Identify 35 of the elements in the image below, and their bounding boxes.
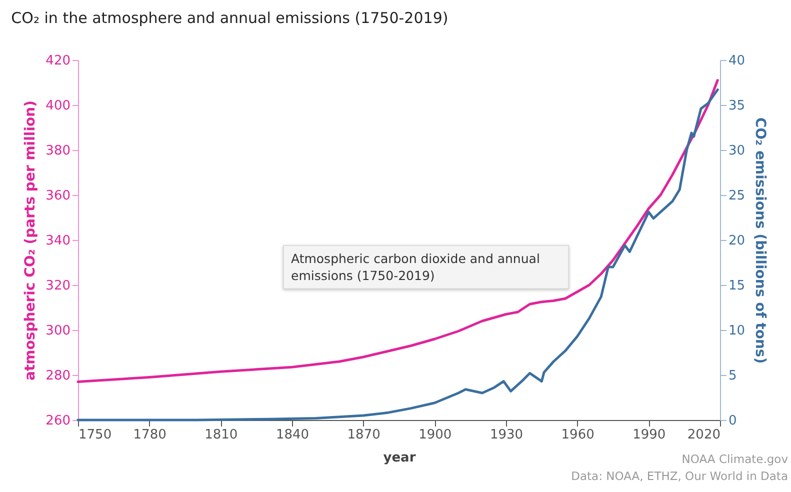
y2-axis-title: CO₂ emissions (billions of tons) [752,117,768,364]
y-tick-label: 400 [46,98,70,114]
y2-tick-label: 5 [728,368,737,384]
y2-tick-label: 35 [728,98,746,114]
y2-tick-label: 15 [728,278,746,294]
text: NOAA Climate.gov [682,452,788,466]
y-tick-label: 300 [46,324,70,338]
y2-tick-label: 25 [728,188,746,204]
y-tick-label: 280 [46,368,70,384]
x-tick-label: 1930 [490,428,524,442]
y-tick-label: 340 [46,234,70,248]
y-tick-label: 420 [46,54,70,68]
x-tick-label: 2020 [687,428,720,442]
y2-tick-label: 30 [728,144,746,158]
x-tick-label: 1870 [347,428,380,442]
y-tick-label: 260 [46,414,70,428]
x-tick-label: 1960 [561,428,594,442]
annotation: Atmospheric carbon dioxide and annual emissions (1750-2019) [283,245,569,289]
x-tick-label: 1900 [418,428,452,442]
y-tick-label: 320 [46,278,70,294]
chart-title: CO₂ in the atmosphere and annual emissions (1750-2019) [11,9,448,27]
y2-tick-label: 0 [728,414,737,428]
x-tick-label: 1780 [133,428,166,442]
y-tick-label: 360 [46,188,70,204]
y-tick-label: 380 [46,144,70,158]
y2-tick-label: 10 [728,324,746,338]
text: Data: NOAA, ETHZ, Our World in Data [571,469,788,483]
y2-tick-label: 40 [728,54,746,68]
x-tick-label: 1810 [204,428,238,442]
y-axis-title: atmospheric CO₂ (parts per million) [22,100,39,380]
x-tick-label: 1990 [632,428,666,442]
y2-tick-label: 20 [728,234,746,248]
x-tick-label: 1840 [276,428,310,442]
x-tick-label: 1750 [78,428,112,442]
x-axis-title: year [383,450,416,466]
